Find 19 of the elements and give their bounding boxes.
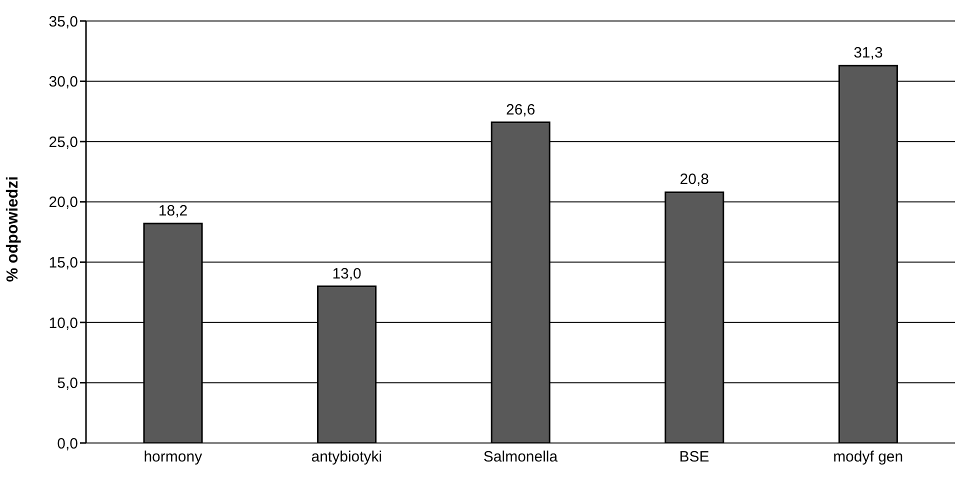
data-label: 31,3	[854, 44, 883, 62]
data-label: 20,8	[680, 171, 709, 188]
y-tick-label: 30,0	[48, 74, 78, 91]
y-tick-label: 35,0	[48, 13, 78, 30]
y-axis-title: % odpowiedzi	[4, 176, 22, 282]
data-label: 13,0	[332, 265, 362, 282]
y-tick-label: 20,0	[48, 194, 78, 212]
x-tick-label: hormony	[144, 448, 203, 466]
x-tick-label: antybiotyki	[311, 448, 382, 466]
y-tick-label: 15,0	[48, 254, 78, 272]
data-label: 26,6	[506, 101, 536, 118]
y-tick-label: 5,0	[57, 375, 78, 392]
y-tick-label: 10,0	[48, 314, 78, 332]
x-tick-label: BSE	[679, 448, 710, 466]
y-tick-label: 0,0	[57, 435, 78, 452]
x-tick-label: Salmonella	[483, 448, 558, 466]
y-tick-label: 25,0	[48, 134, 78, 151]
data-label: 18,2	[158, 202, 188, 220]
x-tick-label: modyf gen	[833, 448, 904, 466]
